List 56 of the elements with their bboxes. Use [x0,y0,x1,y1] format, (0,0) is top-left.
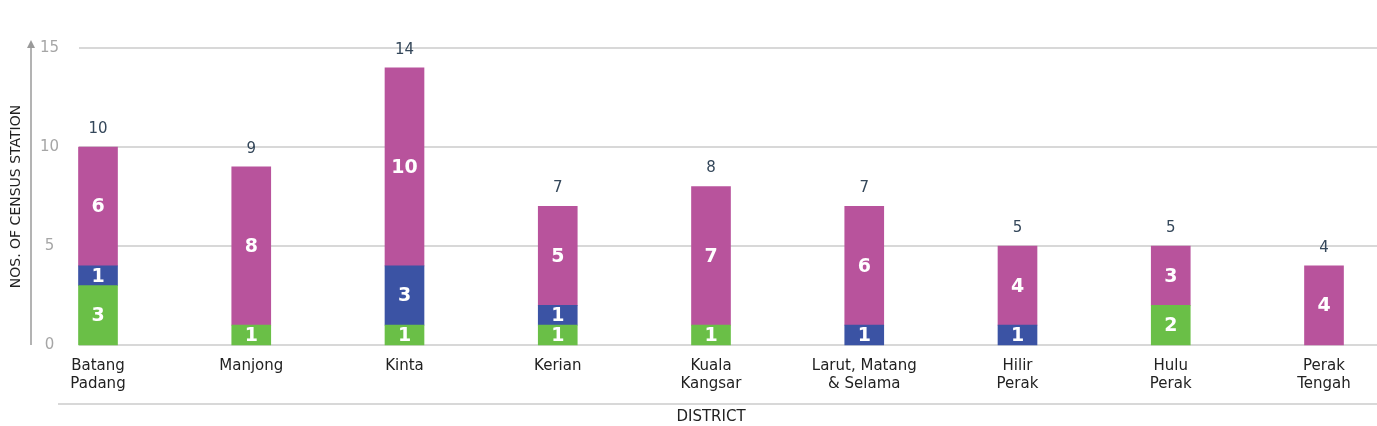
total-label: 5 [1165,217,1176,236]
total-label: 10 [88,118,108,137]
bar [997,245,1038,326]
bar [1304,265,1344,346]
data-label: 8 [244,233,258,256]
data-label: 6 [857,253,871,276]
bar [384,67,425,267]
y-tick-label: 15 [39,37,59,56]
bar [78,146,118,267]
x-tick-label: Hulu Perak [1149,355,1192,392]
data-label: 6 [91,194,105,217]
data-label: 3 [397,283,412,306]
x-tick-label: Manjong [219,355,284,374]
bar [1150,245,1191,306]
y-axis-title: NOS. OF CENSUS STATION [7,104,24,289]
data-label: 3 [1164,263,1178,286]
total-label: 7 [859,178,870,197]
total-label: 8 [706,158,716,177]
x-tick-label: Hilir Perak [996,355,1039,392]
x-axis-title: DISTRICT [676,406,747,425]
data-label: 1 [91,263,105,286]
data-label: 1 [551,303,565,326]
bar [691,186,731,326]
x-tick-label: Kuala Kangsar [680,355,743,392]
bar [384,265,425,326]
data-label: 1 [397,323,412,346]
bar [1150,305,1191,346]
data-label: 4 [1010,273,1025,296]
total-label: 14 [394,39,415,58]
x-tick-label: Batang Padang [70,355,126,392]
bar [231,166,272,326]
data-label: 1 [857,323,871,346]
bar [78,285,118,346]
x-tick-label: Kerian [534,355,582,374]
bar [537,206,578,306]
data-label: 10 [391,154,418,177]
data-label: 1 [704,323,718,346]
data-label: 1 [1010,323,1025,346]
x-tick-label: Perak Tengah [1296,355,1351,392]
data-label: 7 [704,243,718,266]
y-tick-label: 5 [44,235,55,254]
data-label: 1 [244,323,258,346]
data-label: 3 [91,303,105,326]
total-label: 7 [552,178,563,197]
x-tick-label: Larut, Matang & Selama [811,355,917,392]
y-tick-label: 0 [44,334,55,353]
data-label: 5 [551,243,565,266]
bar [844,206,885,326]
x-tick-label: Kinta [385,355,424,374]
data-label: 2 [1164,313,1178,336]
total-label: 9 [246,138,257,157]
total-label: 4 [1319,237,1329,256]
y-tick-label: 10 [39,136,59,155]
data-label: 4 [1317,293,1331,316]
data-label: 1 [551,323,565,346]
total-label: 5 [1012,217,1023,236]
